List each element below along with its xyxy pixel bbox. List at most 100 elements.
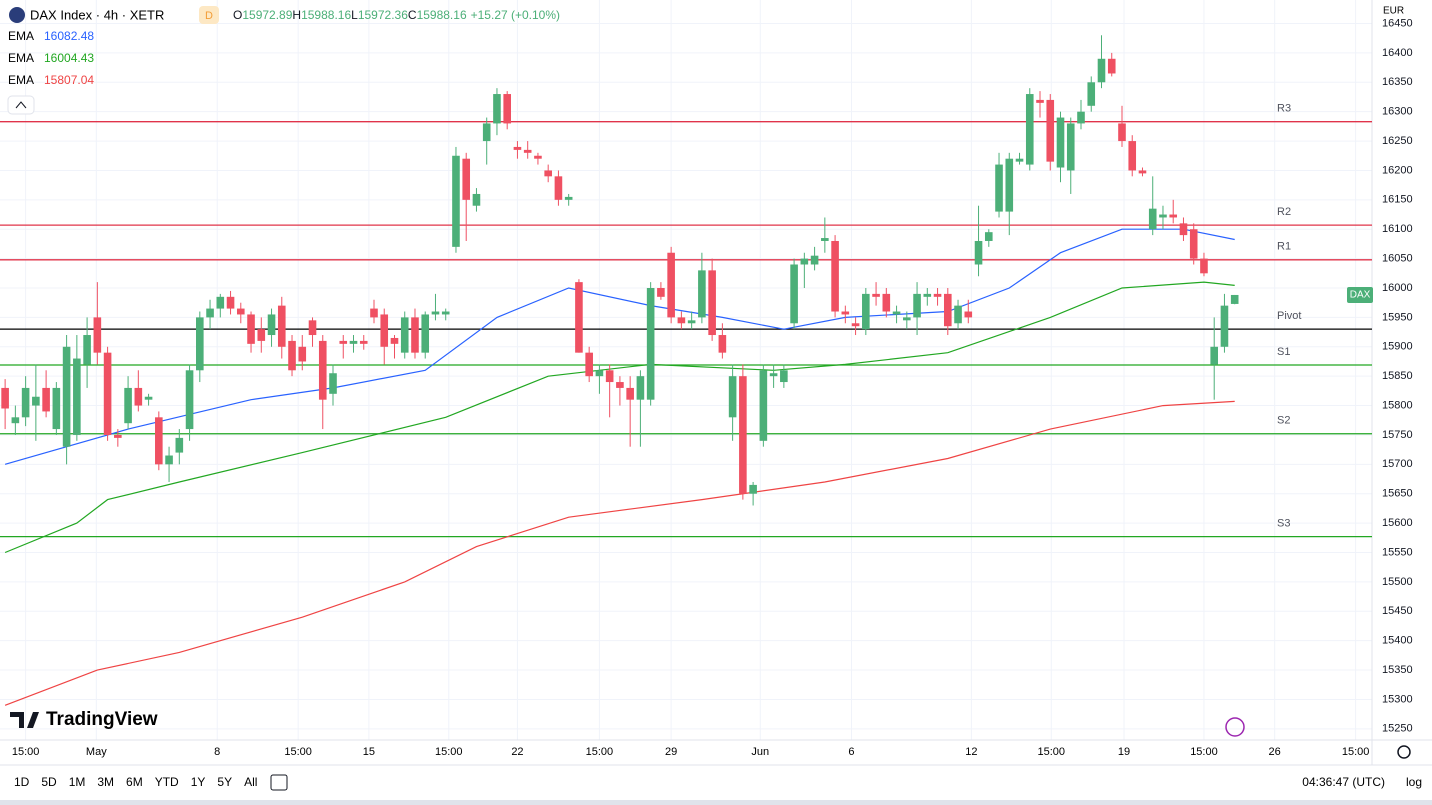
candle-body	[247, 314, 255, 344]
candle-body	[11, 417, 20, 424]
candle-body	[759, 370, 768, 441]
footer-bg	[0, 800, 1432, 805]
candle-body	[1128, 141, 1137, 171]
y-tick-label: 15550	[1382, 546, 1413, 558]
pivot-label: R2	[1277, 206, 1291, 218]
candle-body	[134, 387, 143, 406]
candle-body	[872, 293, 880, 297]
candle-body	[1210, 346, 1219, 365]
candle-body	[718, 335, 727, 353]
candle-body	[851, 323, 860, 327]
ema-value: 16082.48	[44, 29, 94, 43]
candle-body	[862, 293, 870, 330]
y-tick-label: 15500	[1382, 576, 1413, 588]
candle-body	[339, 340, 348, 344]
range-button[interactable]: 6M	[126, 775, 143, 789]
candle-body	[462, 158, 471, 200]
y-tick-label: 16200	[1382, 164, 1413, 176]
pivot-label: R3	[1277, 103, 1291, 115]
candle-body	[616, 382, 624, 388]
candle-body	[206, 308, 214, 318]
x-tick-label: 22	[511, 746, 523, 758]
candle-body	[114, 434, 122, 438]
range-button[interactable]: 5Y	[217, 775, 232, 789]
candle-body	[1025, 94, 1034, 165]
settings-icon	[1397, 745, 1411, 759]
candle-body	[103, 352, 112, 435]
candle-body	[984, 232, 993, 241]
candle-body	[1087, 82, 1096, 106]
candle-body	[831, 240, 839, 312]
candle-body	[677, 317, 686, 324]
candle-body	[1189, 229, 1198, 259]
range-button[interactable]: 5D	[41, 775, 57, 789]
x-tick-label: 15:00	[586, 746, 614, 758]
range-button[interactable]: YTD	[155, 775, 179, 789]
candle-body	[165, 455, 173, 465]
y-tick-label: 15250	[1382, 723, 1413, 735]
date-range-icon[interactable]	[270, 774, 288, 791]
candle-body	[62, 346, 71, 447]
brand: TradingView	[46, 709, 158, 730]
candle-body	[769, 373, 778, 377]
ema-name: EMA	[8, 51, 34, 65]
candle-body	[687, 320, 696, 324]
x-tick-label: 29	[665, 746, 677, 758]
x-tick-label: 15:00	[435, 746, 463, 758]
badge-bg	[199, 6, 219, 24]
candle-body	[780, 370, 788, 383]
candle-body	[1200, 258, 1208, 274]
candle-body	[452, 155, 460, 247]
candle-body	[52, 387, 61, 430]
candle-body	[236, 308, 245, 315]
y-tick-label: 15750	[1382, 429, 1413, 441]
candle-body	[482, 123, 491, 142]
candle-body	[882, 293, 891, 312]
range-button[interactable]: 3M	[97, 775, 114, 789]
candle-body	[1005, 158, 1014, 212]
clock: 04:36:47 (UTC)	[1302, 775, 1385, 789]
candle-body	[564, 196, 573, 200]
y-tick-label: 15850	[1382, 370, 1413, 382]
range-button[interactable]: 1D	[14, 775, 30, 789]
y-tick-label: 15350	[1382, 664, 1413, 676]
pivot-label: S1	[1277, 346, 1290, 358]
y-tick-label: 15300	[1382, 693, 1413, 705]
range-button[interactable]: All	[244, 775, 257, 789]
candle-body	[534, 155, 542, 159]
y-tick-label: 15650	[1382, 488, 1413, 500]
symbol-icon	[9, 7, 25, 23]
x-tick-label: 15	[363, 746, 375, 758]
candle-body	[595, 370, 604, 377]
candle-body	[1077, 111, 1085, 124]
candle-body	[400, 317, 409, 353]
candle-body	[1179, 223, 1188, 236]
price-tag-bg	[1347, 286, 1373, 303]
candle-body	[32, 396, 40, 406]
badge: D	[205, 10, 213, 22]
y-tick-label: 16450	[1382, 17, 1413, 29]
candle-body	[226, 296, 235, 309]
y-tick-label: 15700	[1382, 458, 1413, 470]
candle-body	[810, 255, 819, 265]
symbol: DAX Index · 4h · XETR	[30, 7, 164, 22]
candle-body	[472, 193, 481, 206]
candle-body	[892, 311, 901, 315]
range-button[interactable]: 1Y	[191, 775, 206, 789]
candle-body	[790, 264, 798, 324]
ema-value: 15807.04	[44, 73, 94, 87]
ema-name: EMA	[8, 73, 34, 87]
candle-body	[257, 329, 266, 341]
ema-value: 16004.43	[44, 51, 94, 65]
collapse-button[interactable]	[7, 95, 35, 115]
candle-body	[421, 314, 430, 353]
scale-mode[interactable]: log	[1406, 775, 1422, 789]
candle-body	[144, 396, 153, 400]
range-button[interactable]: 1M	[69, 775, 86, 789]
ohlc-value: 15972.89	[242, 8, 292, 22]
candle-body	[431, 311, 440, 315]
y-tick-label: 15600	[1382, 517, 1413, 529]
candle-body	[1, 387, 9, 409]
candle-body	[349, 340, 358, 344]
candle-body	[698, 270, 706, 318]
